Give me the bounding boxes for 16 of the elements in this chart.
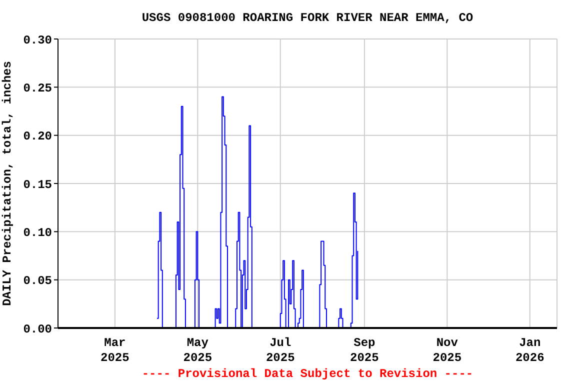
y-tick-label: 0.05 <box>23 274 52 288</box>
x-tick-label: Jul 2025 <box>266 336 295 365</box>
y-tick-label: 0.00 <box>23 322 52 336</box>
y-tick-label: 0.20 <box>23 130 52 144</box>
x-tick-label: Nov 2025 <box>432 336 462 365</box>
y-tick-label: 0.10 <box>23 226 52 240</box>
chart-title: USGS 09081000 ROARING FORK RIVER NEAR EMMA, CO <box>140 11 474 25</box>
x-tick-label: Sep 2025 <box>350 336 379 365</box>
y-tick-label: 0.15 <box>23 178 52 192</box>
y-tick-label: 0.30 <box>23 33 52 48</box>
x-tick-label: May 2025 <box>183 336 212 365</box>
y-axis-title: DAILY Precipitation, total, inches <box>0 61 14 306</box>
y-tick-label: 0.25 <box>23 81 52 96</box>
text: ---- Provisional Data Subject to Revision ---- <box>140 367 474 381</box>
x-tick-label: Jan 2026 <box>515 336 544 365</box>
x-tick-label: Mar 2025 <box>100 336 130 365</box>
